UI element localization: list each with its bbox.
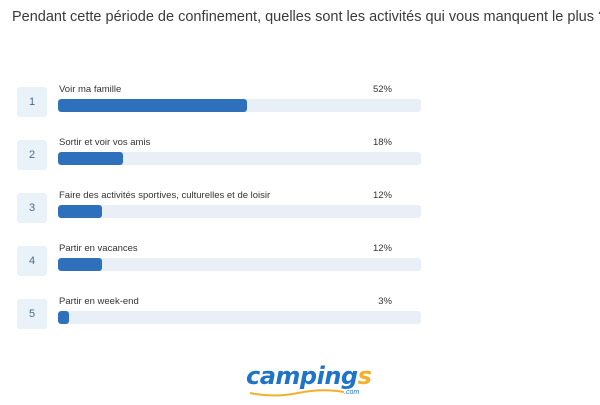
progress-fill xyxy=(58,152,124,165)
rank-badge: 3 xyxy=(17,193,47,223)
campings-logo[interactable]: campings .com xyxy=(246,362,376,400)
poll-row: 1 Voir ma famille 52% xyxy=(0,84,600,132)
option-label: Voir ma famille xyxy=(59,84,122,95)
option-label: Partir en vacances xyxy=(59,243,138,254)
poll-results: 1 Voir ma famille 52% 2 Sortir et voir v… xyxy=(0,84,600,344)
rank-badge: 1 xyxy=(17,87,47,117)
option-percent: 18% xyxy=(372,137,392,148)
poll-row: 5 Partir en week-end 3% xyxy=(0,296,600,344)
poll-question: Pendant cette période de confinement, qu… xyxy=(12,9,600,25)
option-label: Sortir et voir vos amis xyxy=(59,137,151,148)
progress-track xyxy=(58,311,421,324)
progress-track xyxy=(58,99,421,112)
poll-row: 3 Faire des activités sportives, culture… xyxy=(0,190,600,238)
logo-domain: .com xyxy=(344,389,360,396)
progress-fill xyxy=(58,205,102,218)
rank-badge: 2 xyxy=(17,140,47,170)
rank-badge: 4 xyxy=(17,246,47,276)
logo-wordmark: campings xyxy=(246,362,372,390)
progress-fill xyxy=(58,99,247,112)
progress-fill xyxy=(58,311,69,324)
option-label: Partir en week-end xyxy=(59,296,139,307)
option-percent: 52% xyxy=(372,84,392,95)
progress-fill xyxy=(58,258,102,271)
progress-track xyxy=(58,205,421,218)
poll-row: 2 Sortir et voir vos amis 18% xyxy=(0,137,600,185)
rank-badge: 5 xyxy=(17,299,47,329)
option-percent: 12% xyxy=(372,243,392,254)
progress-track xyxy=(58,258,421,271)
logo-accent-text: s xyxy=(357,362,372,390)
option-label: Faire des activités sportives, culturell… xyxy=(59,190,271,201)
logo-main-text: camping xyxy=(246,362,358,390)
wave-icon xyxy=(249,389,345,397)
option-percent: 3% xyxy=(378,296,392,307)
option-percent: 12% xyxy=(372,190,392,201)
progress-track xyxy=(58,152,421,165)
poll-row: 4 Partir en vacances 12% xyxy=(0,243,600,291)
